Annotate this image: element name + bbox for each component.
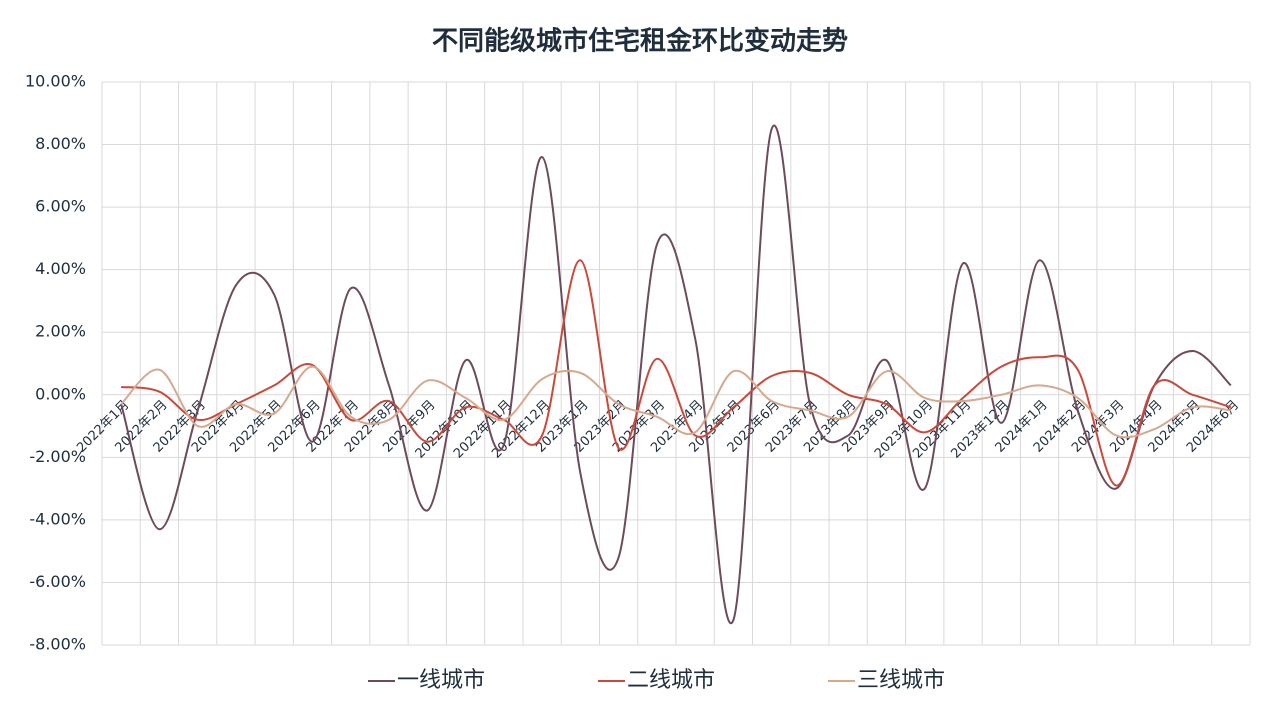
y-tick-label: 8.00% — [35, 134, 86, 153]
legend-label: 三线城市 — [857, 668, 945, 693]
legend-label: 一线城市 — [397, 668, 485, 693]
legend-label: 二线城市 — [627, 668, 715, 693]
y-tick-label: -2.00% — [29, 447, 86, 466]
y-tick-label: 6.00% — [35, 197, 86, 216]
y-tick-label: -4.00% — [29, 509, 86, 528]
y-tick-label: -6.00% — [29, 572, 86, 591]
series-line — [120, 365, 1231, 439]
y-tick-label: 10.00% — [25, 72, 86, 91]
series-line — [120, 124, 1232, 625]
y-tick-label: 0.00% — [35, 384, 86, 403]
chart-title: 不同能级城市住宅租金环比变动走势 — [432, 26, 848, 57]
y-tick-label: -8.00% — [29, 635, 86, 654]
y-tick-label: 4.00% — [35, 259, 86, 278]
series-line — [121, 259, 1232, 487]
y-tick-label: 2.00% — [35, 322, 86, 341]
